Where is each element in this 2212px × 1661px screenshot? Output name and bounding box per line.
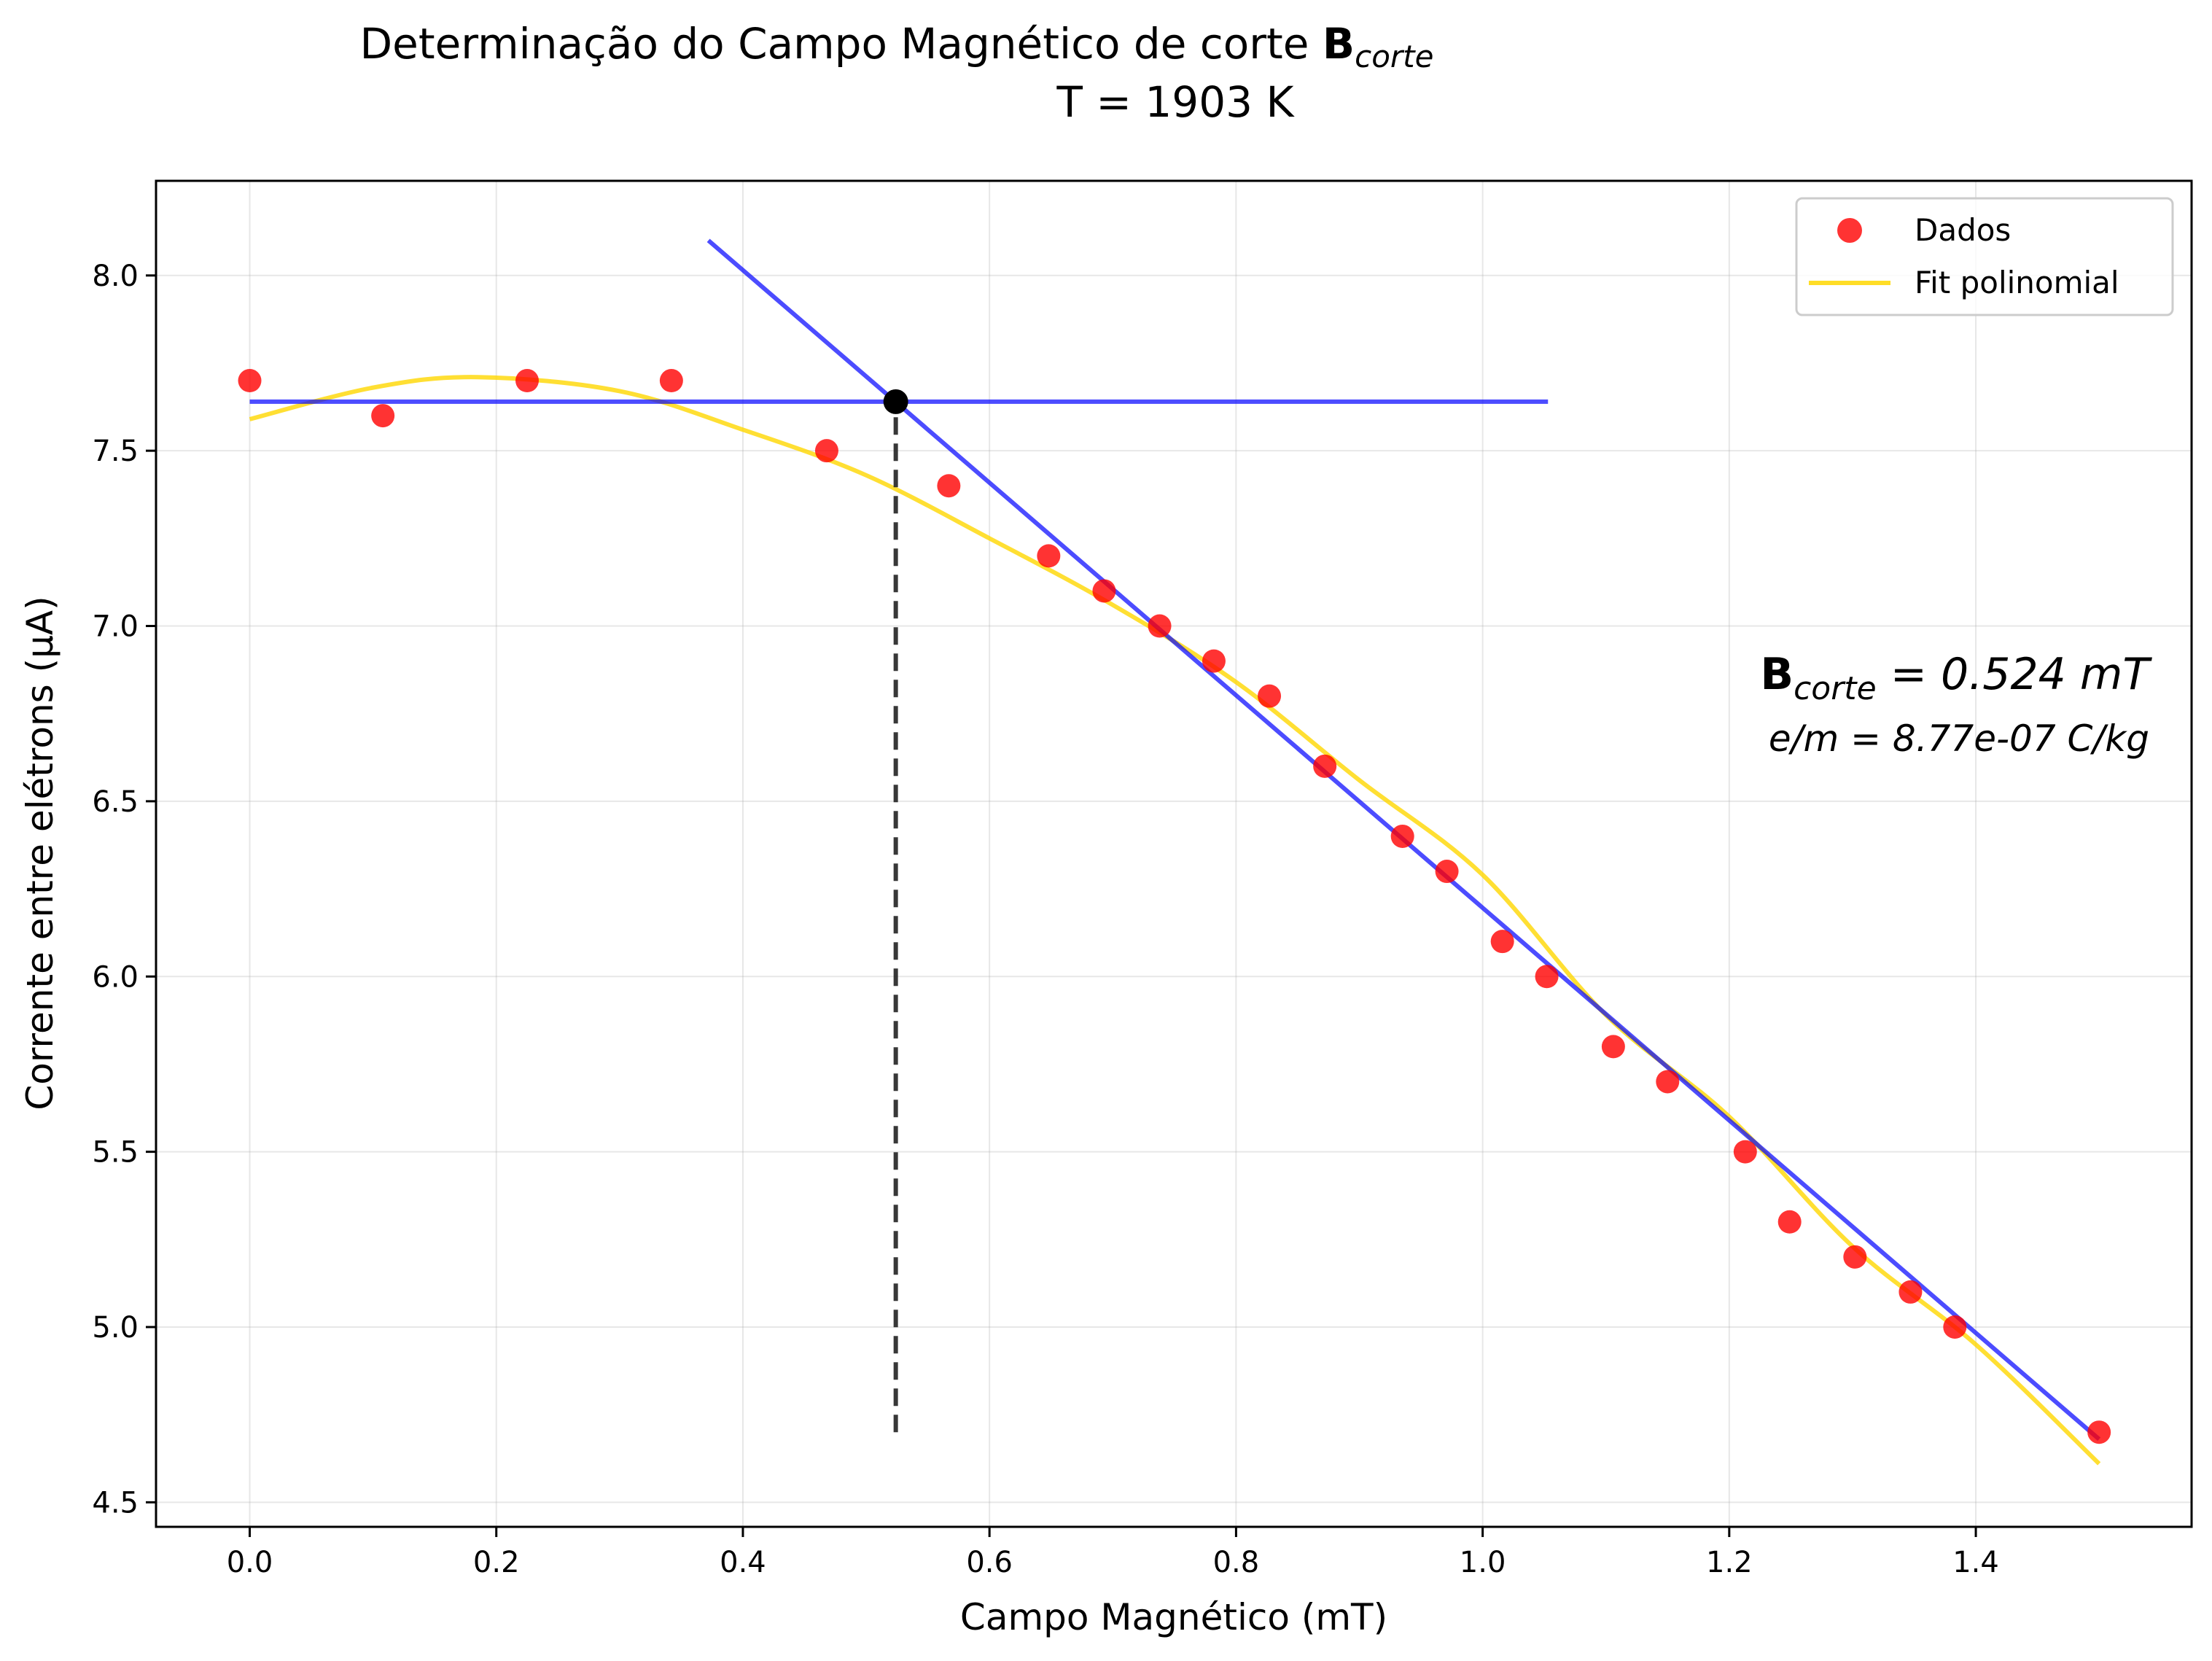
y-tick-label: 4.5 <box>92 1486 139 1520</box>
intersection-point <box>883 389 908 414</box>
data-point <box>1202 649 1226 673</box>
chart-title: Determinação do Campo Magnético de corte… <box>360 19 1434 74</box>
data-point <box>371 404 395 428</box>
data-point <box>238 369 262 393</box>
x-tick-label: 0.8 <box>1213 1546 1260 1579</box>
legend-label-fit: Fit polinomial <box>1915 265 2119 300</box>
chart-title-subscript: corte <box>1355 39 1433 74</box>
x-tick-label: 0.0 <box>227 1546 273 1579</box>
annotation-value: = 0.524 mT <box>1877 649 2153 700</box>
y-tick-label: 6.0 <box>92 960 139 994</box>
x-tick-label: 1.2 <box>1706 1546 1753 1579</box>
data-point <box>1037 544 1061 568</box>
y-tick-label: 5.5 <box>92 1136 139 1170</box>
x-tick-label: 0.2 <box>473 1546 520 1579</box>
data-point <box>1435 860 1459 884</box>
series-layer <box>238 238 2111 1466</box>
chart-subtitle: T = 1903 K <box>1056 77 1296 127</box>
y-axis-label: Corrente entre elétrons (μA) <box>19 596 61 1110</box>
chart-title-symbol: B <box>1323 19 1355 69</box>
legend: Dados Fit polinomial <box>1795 197 2174 316</box>
annotation-em: e/m = 8.77e-07 C/kg <box>1769 717 2149 760</box>
legend-label-dados: Dados <box>1915 212 2011 248</box>
x-axis-label: Campo Magnético (mT) <box>960 1596 1387 1638</box>
data-point <box>1258 684 1282 708</box>
x-tick-label: 0.6 <box>966 1546 1013 1579</box>
data-point <box>1148 614 1172 638</box>
data-point <box>1733 1140 1757 1164</box>
legend-marker-dados <box>1837 218 1862 243</box>
x-axis: 0.0 0.2 0.4 0.6 0.8 1.0 1.2 1.4 <box>227 1527 1999 1579</box>
data-point <box>1490 930 1514 954</box>
data-point <box>515 369 540 393</box>
fit-curve <box>249 375 2101 1466</box>
data-point <box>1656 1070 1680 1094</box>
annotation-symbol: B <box>1760 649 1794 700</box>
data-point <box>1843 1245 1867 1269</box>
y-tick-label: 7.0 <box>92 610 139 644</box>
data-point <box>1943 1315 1967 1339</box>
data-point <box>814 439 838 463</box>
data-point <box>937 474 961 498</box>
data-point <box>1777 1210 1802 1234</box>
annotation-bcorte: Bcorte = 0.524 mT <box>1760 649 2152 707</box>
data-point <box>2087 1420 2111 1444</box>
data-point <box>1898 1280 1923 1304</box>
x-tick-label: 1.0 <box>1460 1546 1506 1579</box>
y-tick-label: 6.5 <box>92 785 139 819</box>
legend-box <box>1795 197 2174 316</box>
annotation-subscript: corte <box>1794 670 1877 707</box>
x-tick-label: 1.4 <box>1952 1546 1999 1579</box>
y-tick-label: 5.0 <box>92 1311 139 1345</box>
data-point <box>1535 965 1559 989</box>
y-axis: 4.5 5.0 5.5 6.0 6.5 7.0 7.5 8.0 <box>92 260 156 1520</box>
data-point <box>659 369 683 393</box>
y-tick-label: 8.0 <box>92 260 139 293</box>
plot-frame <box>155 179 2193 1528</box>
data-point <box>1390 824 1414 848</box>
x-tick-label: 0.4 <box>720 1546 766 1579</box>
data-point <box>1092 579 1116 603</box>
data-point <box>1313 754 1337 778</box>
chart-title-text: Determinação do Campo Magnético de corte <box>360 19 1323 69</box>
y-tick-label: 7.5 <box>92 435 139 468</box>
grid <box>156 181 2192 1527</box>
data-point <box>1601 1035 1625 1059</box>
